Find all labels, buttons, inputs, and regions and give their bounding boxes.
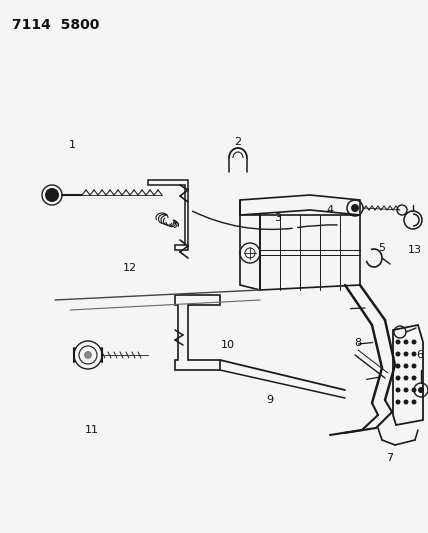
Text: 4: 4: [327, 205, 333, 215]
Text: 6: 6: [416, 350, 423, 360]
Circle shape: [411, 351, 416, 357]
Text: 1: 1: [68, 140, 75, 150]
Circle shape: [395, 351, 401, 357]
Circle shape: [404, 364, 408, 368]
Text: 12: 12: [123, 263, 137, 273]
Text: 13: 13: [408, 245, 422, 255]
Circle shape: [404, 351, 408, 357]
Circle shape: [395, 387, 401, 392]
Text: 3: 3: [274, 213, 282, 223]
Circle shape: [411, 364, 416, 368]
Circle shape: [404, 340, 408, 344]
Text: 10: 10: [221, 340, 235, 350]
Text: 11: 11: [85, 425, 99, 435]
Text: 7: 7: [386, 453, 394, 463]
Circle shape: [45, 188, 59, 202]
Circle shape: [395, 340, 401, 344]
Circle shape: [411, 387, 416, 392]
Text: 7114  5800: 7114 5800: [12, 18, 99, 32]
Text: 9: 9: [267, 395, 273, 405]
Circle shape: [404, 400, 408, 405]
Circle shape: [404, 376, 408, 381]
Circle shape: [418, 387, 424, 393]
Circle shape: [395, 364, 401, 368]
Text: 8: 8: [354, 338, 362, 348]
Circle shape: [84, 351, 92, 359]
Circle shape: [395, 400, 401, 405]
Circle shape: [411, 400, 416, 405]
Circle shape: [351, 204, 359, 212]
Text: 2: 2: [235, 137, 241, 147]
Circle shape: [404, 387, 408, 392]
Circle shape: [411, 376, 416, 381]
Circle shape: [411, 340, 416, 344]
Circle shape: [395, 376, 401, 381]
Text: 5: 5: [378, 243, 386, 253]
